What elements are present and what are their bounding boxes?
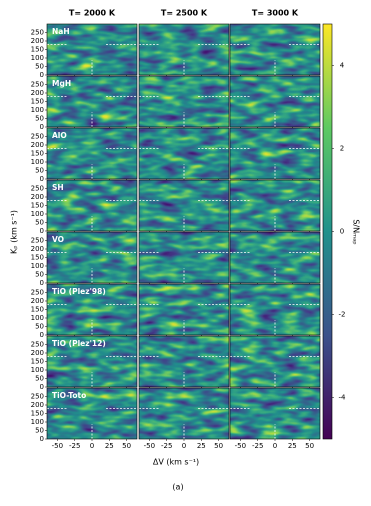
y-tick-label: 200 <box>31 89 44 97</box>
y-tick-label: 100 <box>31 54 44 62</box>
x-tick-label: 25 <box>288 442 297 450</box>
y-tick-label: 150 <box>31 202 44 210</box>
x-tick-label: 50 <box>122 442 131 450</box>
y-tick-label: 250 <box>31 29 44 37</box>
row-label: AlO <box>52 131 67 140</box>
x-axis-label: ΔV (km s⁻¹) <box>153 458 199 467</box>
x-tick-label: -25 <box>161 442 172 450</box>
y-tick-label: 200 <box>31 141 44 149</box>
y-tick-label: 0 <box>40 71 44 79</box>
caption: (a) <box>172 483 183 492</box>
row-label: TiO (Plez'98) <box>52 287 106 296</box>
colorbar-tick-label: 0 <box>340 228 344 236</box>
y-tick-label: 150 <box>31 46 44 54</box>
y-tick-label: 100 <box>31 210 44 218</box>
y-tick-label: 50 <box>35 167 44 175</box>
y-tick-label: 100 <box>31 262 44 270</box>
y-tick-label: 150 <box>31 410 44 418</box>
y-tick-label: 50 <box>35 63 44 71</box>
y-tick-label: 200 <box>31 245 44 253</box>
y-tick-label: 0 <box>40 175 44 183</box>
x-tick-label: 0 <box>182 442 186 450</box>
y-tick-label: 150 <box>31 150 44 158</box>
y-tick-label: 250 <box>31 393 44 401</box>
y-tick-label: 250 <box>31 133 44 141</box>
colorbar-tick-label: -2 <box>339 311 346 319</box>
y-tick-label: 50 <box>35 115 44 123</box>
colorbar-tick-label: -4 <box>339 394 347 402</box>
y-tick-label: 200 <box>31 401 44 409</box>
y-tick-label: 200 <box>31 297 44 305</box>
y-tick-label: 100 <box>31 418 44 426</box>
x-tick-label: -25 <box>252 442 263 450</box>
column-title: T= 2500 K <box>161 9 208 18</box>
y-tick-label: 250 <box>31 81 44 89</box>
y-tick-label: 200 <box>31 349 44 357</box>
row-label: NaH <box>52 27 70 36</box>
x-tick-label: 25 <box>105 442 114 450</box>
colorbar <box>322 23 333 440</box>
y-tick-label: 150 <box>31 98 44 106</box>
y-tick-label: 200 <box>31 193 44 201</box>
column-title: T= 3000 K <box>252 9 299 18</box>
y-tick-label: 150 <box>31 254 44 262</box>
y-tick-label: 0 <box>40 435 44 443</box>
y-tick-label: 250 <box>31 185 44 193</box>
y-tick-label: 100 <box>31 366 44 374</box>
y-tick-label: 100 <box>31 158 44 166</box>
row-label: MgH <box>52 79 71 88</box>
y-tick-label: 250 <box>31 289 44 297</box>
y-tick-label: 150 <box>31 306 44 314</box>
column-title: T= 2000 K <box>69 9 116 18</box>
y-tick-label: 250 <box>31 237 44 245</box>
y-tick-label: 50 <box>35 427 44 435</box>
y-tick-label: 200 <box>31 37 44 45</box>
y-axis-label: Kₚ (km s⁻¹) <box>10 210 19 254</box>
row-label: SH <box>52 183 64 192</box>
colorbar-label: S/Nₘₐₚ <box>352 219 361 244</box>
colorbar-tick-label: 4 <box>340 62 345 70</box>
y-tick-label: 0 <box>40 279 44 287</box>
x-tick-label: -50 <box>52 442 63 450</box>
x-tick-label: 0 <box>273 442 277 450</box>
y-tick-label: 150 <box>31 358 44 366</box>
x-tick-label: -50 <box>235 442 246 450</box>
row-label: TiO (Plez'12) <box>52 339 106 348</box>
y-tick-label: 0 <box>40 331 44 339</box>
row-label: TiO-Toto <box>52 391 86 400</box>
x-tick-label: 25 <box>197 442 206 450</box>
y-tick-label: 50 <box>35 375 44 383</box>
y-tick-label: 0 <box>40 123 44 131</box>
y-tick-label: 50 <box>35 219 44 227</box>
y-tick-label: 100 <box>31 314 44 322</box>
y-tick-label: 50 <box>35 271 44 279</box>
x-tick-label: -25 <box>69 442 80 450</box>
x-tick-label: -50 <box>144 442 155 450</box>
row-label: VO <box>52 235 64 244</box>
x-tick-label: 50 <box>214 442 223 450</box>
y-tick-label: 0 <box>40 227 44 235</box>
y-tick-label: 100 <box>31 106 44 114</box>
x-tick-label: 50 <box>305 442 314 450</box>
y-tick-label: 50 <box>35 323 44 331</box>
y-tick-label: 0 <box>40 383 44 391</box>
colorbar-tick-label: 2 <box>340 145 344 153</box>
y-tick-label: 250 <box>31 341 44 349</box>
x-tick-label: 0 <box>90 442 94 450</box>
